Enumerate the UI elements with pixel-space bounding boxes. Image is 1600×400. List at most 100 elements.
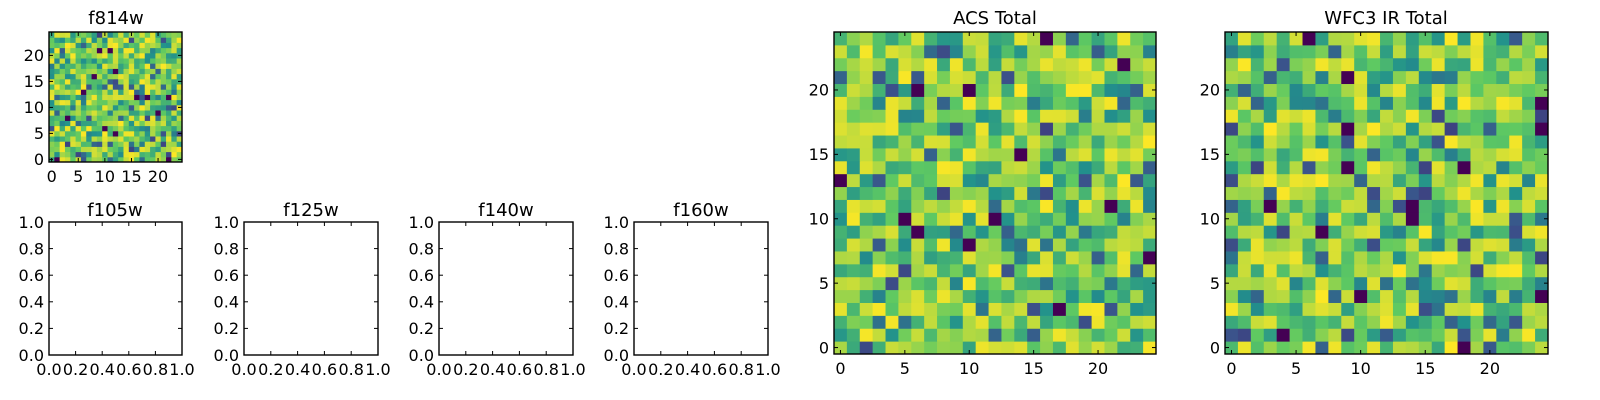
heatmap-cell [150,58,156,64]
heatmap-cell [1014,225,1028,239]
heatmap-cell [1367,109,1381,123]
heatmap-cell [1367,147,1381,162]
heatmap-cell [1143,109,1157,123]
y-tick-label: 0.0 [409,346,434,365]
y-tick-label: 0.4 [604,293,629,312]
heatmap-cell [1052,212,1067,226]
heatmap-cell [1444,302,1459,316]
heatmap-cell [1065,341,1080,355]
heatmap-cell [75,99,82,106]
heatmap-cell [139,130,146,137]
heatmap-cell [171,130,178,137]
heatmap-cell [54,115,61,121]
heatmap-cell [70,84,77,90]
heatmap-cell [898,238,912,252]
heatmap-cell [1509,199,1523,213]
heatmap-cell [949,289,964,303]
heatmap-cell [54,151,61,158]
heatmap-cell [1276,263,1291,278]
heatmap-cell [1470,57,1484,72]
heatmap-cell [144,89,151,95]
heatmap-cell [75,47,82,54]
heatmap-cell [86,156,93,163]
heatmap-cell [1431,96,1446,110]
heatmap-cell [975,57,990,72]
heatmap-cell [1341,341,1355,355]
heatmap-cell [1040,225,1054,239]
heatmap-cell [872,135,887,149]
heatmap-cell [139,120,146,127]
heatmap-cell [1509,135,1523,149]
heatmap-cell [1315,212,1329,226]
heatmap-cell [1457,289,1471,303]
heatmap-cell [859,57,874,72]
heatmap-cell [54,68,61,75]
heatmap-cell [937,83,951,97]
heatmap-cell [96,37,103,43]
heatmap-cell [1052,315,1067,329]
heatmap-cell [924,328,938,342]
heatmap-cell [123,141,130,147]
y-tick-label: 0.8 [214,239,239,258]
heatmap-cell [1431,263,1446,278]
heatmap-cell [1522,173,1536,188]
heatmap-cell [1509,160,1523,175]
heatmap-cell [859,315,874,329]
heatmap-cell [949,160,964,175]
heatmap-cell [1405,289,1420,303]
heatmap-cell [962,341,977,355]
heatmap-cell [1237,212,1252,226]
heatmap-cell [1535,147,1549,162]
heatmap-cell [1289,341,1304,355]
heatmap-cell [1315,186,1329,200]
heatmap-cell [144,47,151,54]
heatmap-cell [859,186,874,200]
heatmap-cell [1263,341,1278,355]
heatmap-cell [898,276,912,291]
heatmap-cell [91,146,98,153]
heatmap-cell [1418,160,1433,175]
heatmap-cell [949,341,964,355]
heatmap-cell [924,83,938,97]
heatmap-cell [1496,315,1510,329]
heatmap-cell [988,302,1002,316]
heatmap-cell [160,94,167,101]
heatmap-cell [1483,199,1497,213]
heatmap-cell [1143,302,1157,316]
heatmap-cell [171,47,178,54]
heatmap-cell [962,250,977,265]
heatmap-cell [128,84,135,90]
heatmap-cell [846,32,861,46]
heatmap-cell [1263,289,1278,303]
heatmap-cell [118,84,124,90]
x-tick-label: 0.4 [675,360,700,379]
heatmap-cell [70,32,77,38]
heatmap-cell [150,47,156,54]
x-tick-label: 0.0 [426,360,451,379]
heatmap-cell [1078,186,1093,200]
heatmap-cell [911,238,925,252]
heatmap-cell [924,276,938,291]
heatmap-cell [859,135,874,149]
heatmap-cell [91,78,98,85]
heatmap-cell [885,289,899,303]
heatmap-cell [846,341,861,355]
heatmap-cell [75,63,82,69]
heatmap-cell [64,94,71,101]
heatmap-cell [91,110,98,116]
heatmap-cell [64,99,71,106]
y-tick-label: 20 [24,46,44,65]
heatmap-cell [1091,122,1105,136]
heatmap-cell [91,156,98,163]
heatmap-cell [924,238,938,252]
heatmap-cell [1367,212,1381,226]
heatmap-cell [1496,96,1510,110]
heatmap-cell [859,122,874,136]
heatmap-cell [96,115,103,121]
heatmap-cell [1380,135,1394,149]
heatmap-cell [1143,276,1157,291]
heatmap-cell [150,42,156,49]
heatmap-cell [1444,135,1459,149]
heatmap-cell [1328,70,1342,85]
heatmap-cell [1225,302,1239,316]
